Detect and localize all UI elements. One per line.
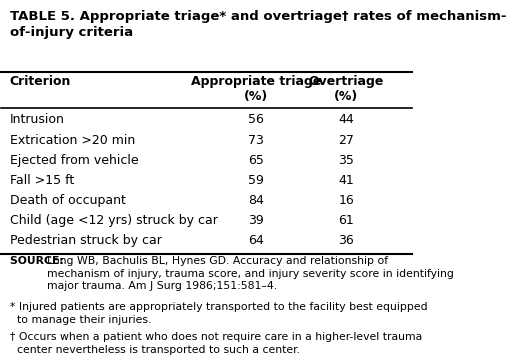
Text: 41: 41 (338, 174, 354, 187)
Text: 16: 16 (338, 194, 354, 207)
Text: Appropriate triage
(%): Appropriate triage (%) (191, 75, 321, 103)
Text: 56: 56 (248, 113, 264, 126)
Text: † Occurs when a patient who does not require care in a higher-level trauma
  cen: † Occurs when a patient who does not req… (10, 332, 422, 355)
Text: * Injured patients are appropriately transported to the facility best equipped
 : * Injured patients are appropriately tra… (10, 302, 427, 325)
Text: 64: 64 (248, 234, 264, 247)
Text: Extrication >20 min: Extrication >20 min (10, 133, 135, 147)
Text: Criterion: Criterion (10, 75, 71, 88)
Text: 39: 39 (248, 214, 264, 227)
Text: 61: 61 (338, 214, 354, 227)
Text: Pedestrian struck by car: Pedestrian struck by car (10, 234, 161, 247)
Text: Ejected from vehicle: Ejected from vehicle (10, 154, 138, 167)
Text: TABLE 5. Appropriate triage* and overtriage† rates of mechanism-
of-injury crite: TABLE 5. Appropriate triage* and overtri… (10, 10, 506, 39)
Text: SOURCE:: SOURCE: (10, 256, 67, 266)
Text: 84: 84 (248, 194, 264, 207)
Text: 27: 27 (338, 133, 354, 147)
Text: Death of occupant: Death of occupant (10, 194, 126, 207)
Text: 73: 73 (248, 133, 264, 147)
Text: Child (age <12 yrs) struck by car: Child (age <12 yrs) struck by car (10, 214, 218, 227)
Text: 35: 35 (338, 154, 354, 167)
Text: 65: 65 (248, 154, 264, 167)
Text: 36: 36 (338, 234, 354, 247)
Text: Overtriage
(%): Overtriage (%) (309, 75, 384, 103)
Text: Fall >15 ft: Fall >15 ft (10, 174, 74, 187)
Text: 59: 59 (248, 174, 264, 187)
Text: Intrusion: Intrusion (10, 113, 65, 126)
Text: 44: 44 (338, 113, 354, 126)
Text: Long WB, Bachulis BL, Hynes GD. Accuracy and relationship of
mechanism of injury: Long WB, Bachulis BL, Hynes GD. Accuracy… (48, 256, 454, 291)
